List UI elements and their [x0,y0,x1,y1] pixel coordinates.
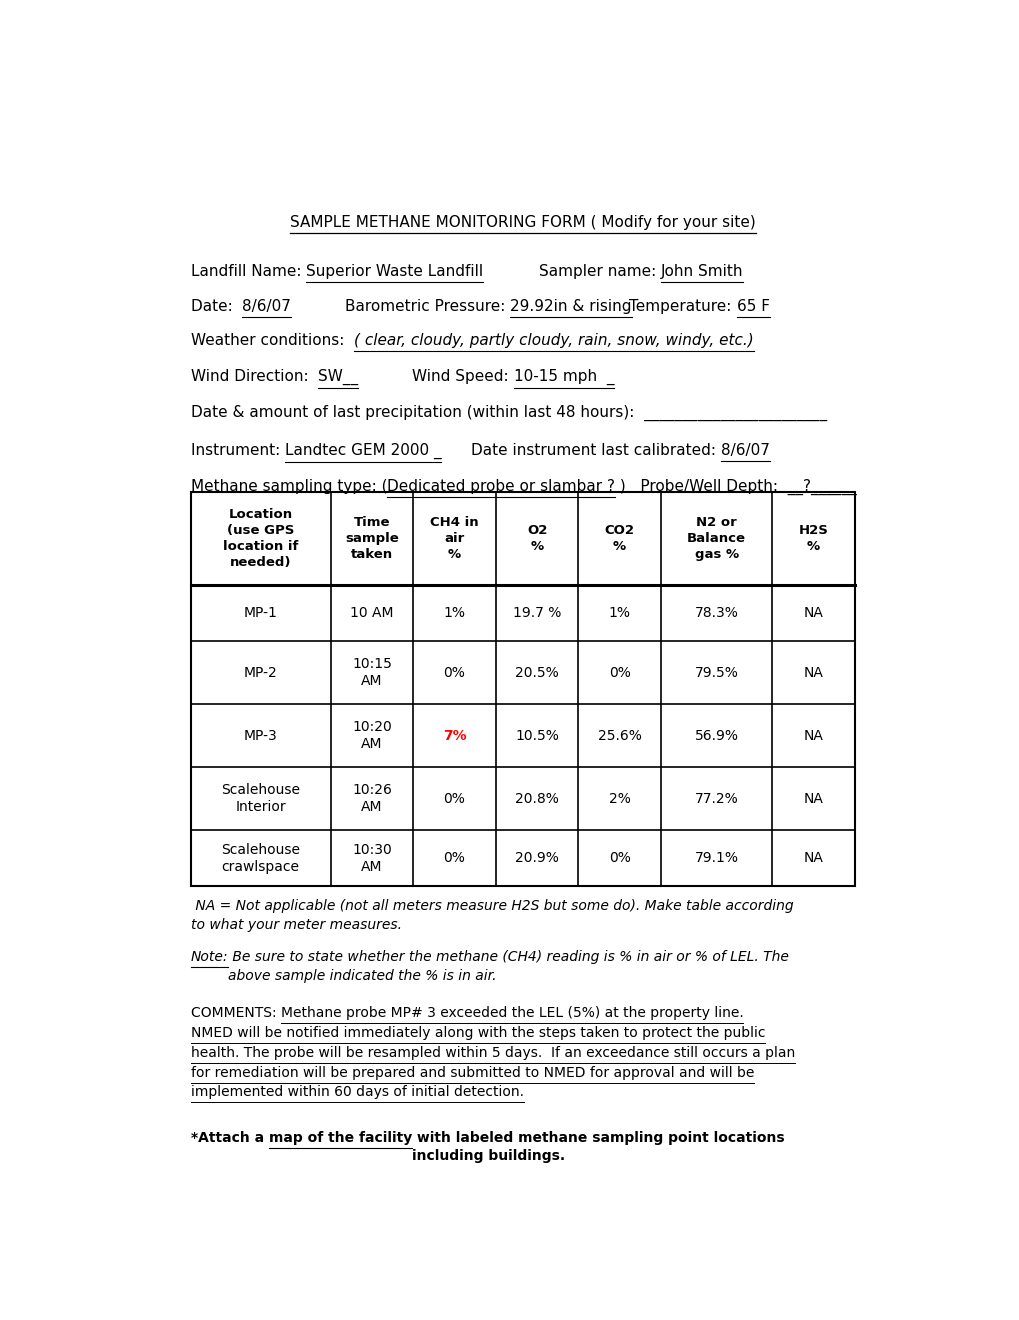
Text: Scalehouse
crawlspace: Scalehouse crawlspace [221,842,300,874]
Text: N2 or
Balance
gas %: N2 or Balance gas % [687,516,745,561]
Text: 19.7 %: 19.7 % [513,606,560,620]
Text: Barometric Pressure:: Barometric Pressure: [344,298,510,314]
Text: 0%: 0% [443,665,465,680]
Text: 10:20
AM: 10:20 AM [352,721,391,751]
Text: for remediation will be prepared and submitted to NMED for approval and will be: for remediation will be prepared and sub… [191,1065,753,1080]
Text: 8/6/07: 8/6/07 [720,444,769,458]
Text: NA: NA [803,851,822,865]
Text: Time
sample
taken: Time sample taken [344,516,398,561]
Text: CH4 in
air
%: CH4 in air % [430,516,478,561]
Text: 0%: 0% [608,851,630,865]
Text: Landtec GEM 2000 _: Landtec GEM 2000 _ [284,444,441,459]
Text: NA: NA [803,729,822,743]
Text: MP-2: MP-2 [244,665,277,680]
Text: CO2
%: CO2 % [604,524,634,553]
Text: NA: NA [803,606,822,620]
Text: 79.1%: 79.1% [694,851,738,865]
Text: H2S
%: H2S % [798,524,827,553]
Text: Superior Waste Landfill: Superior Waste Landfill [306,264,483,279]
Text: 78.3%: 78.3% [694,606,738,620]
Text: Be sure to state whether the methane (CH4) reading is % in air or % of LEL. The
: Be sure to state whether the methane (CH… [228,950,789,982]
Text: Weather conditions:: Weather conditions: [191,333,354,348]
Text: Location
(use GPS
location if
needed): Location (use GPS location if needed) [223,508,299,569]
Text: Sampler name:: Sampler name: [538,264,660,279]
Text: 79.5%: 79.5% [694,665,738,680]
Text: SAMPLE METHANE MONITORING FORM ( Modify for your site): SAMPLE METHANE MONITORING FORM ( Modify … [289,215,755,230]
Text: Methane sampling type: (: Methane sampling type: ( [191,479,387,494]
Text: implemented within 60 days of initial detection.: implemented within 60 days of initial de… [191,1085,523,1100]
Text: 10-15 mph  _: 10-15 mph _ [514,368,613,385]
Text: 10 AM: 10 AM [350,606,393,620]
Text: Wind Speed:: Wind Speed: [412,368,514,384]
Text: 8/6/07: 8/6/07 [242,298,290,314]
Text: COMMENTS:: COMMENTS: [191,1006,280,1020]
Text: Wind Direction:: Wind Direction: [191,368,318,384]
Text: 10:26
AM: 10:26 AM [352,783,391,814]
Text: map of the facility: map of the facility [268,1131,412,1144]
Text: Landfill Name:: Landfill Name: [191,264,306,279]
Text: )   Probe/Well Depth:  __?______: ) Probe/Well Depth: __?______ [614,479,856,495]
Text: 0%: 0% [608,665,630,680]
Text: 10:30
AM: 10:30 AM [352,842,391,874]
Text: Temperature:: Temperature: [629,298,736,314]
Text: NA: NA [803,665,822,680]
Text: NA = Not applicable (not all meters measure H2S but some do). Make table accordi: NA = Not applicable (not all meters meas… [191,899,793,932]
Text: NA: NA [803,792,822,805]
Text: MP-1: MP-1 [244,606,277,620]
Text: 10:15
AM: 10:15 AM [352,657,391,688]
Text: 65 F: 65 F [736,298,769,314]
Text: Methane probe MP# 3 exceeded the LEL (5%) at the property line.: Methane probe MP# 3 exceeded the LEL (5%… [280,1006,743,1020]
Text: Date & amount of last precipitation (within last 48 hours):  ___________________: Date & amount of last precipitation (wit… [191,404,826,421]
Text: Instrument:: Instrument: [191,444,284,458]
Text: John Smith: John Smith [660,264,743,279]
Text: Date:: Date: [191,298,242,314]
Text: health. The probe will be resampled within 5 days.  If an exceedance still occur: health. The probe will be resampled with… [191,1045,794,1060]
Text: 56.9%: 56.9% [694,729,738,743]
Text: 1%: 1% [443,606,465,620]
Text: 20.5%: 20.5% [515,665,558,680]
Text: Dedicated probe or slambar ?: Dedicated probe or slambar ? [387,479,614,494]
Text: MP-3: MP-3 [244,729,277,743]
Text: 0%: 0% [443,792,465,805]
Text: with labeled methane sampling point locations
including buildings.: with labeled methane sampling point loca… [412,1131,784,1163]
Text: Date instrument last calibrated:: Date instrument last calibrated: [471,444,720,458]
Text: 25.6%: 25.6% [597,729,641,743]
Text: 2%: 2% [608,792,630,805]
Text: 77.2%: 77.2% [694,792,738,805]
Text: 10.5%: 10.5% [515,729,558,743]
Text: NMED will be notified immediately along with the steps taken to protect the publ: NMED will be notified immediately along … [191,1026,764,1040]
Text: 0%: 0% [443,851,465,865]
Text: 29.92in & rising: 29.92in & rising [510,298,631,314]
Bar [191,492,854,886]
Text: Scalehouse
Interior: Scalehouse Interior [221,783,300,814]
Text: 20.8%: 20.8% [515,792,558,805]
Text: *Attach a: *Attach a [191,1131,268,1144]
Text: O2
%: O2 % [527,524,547,553]
Text: 7%: 7% [442,729,466,743]
Text: 1%: 1% [608,606,630,620]
Text: Note:: Note: [191,950,228,964]
Text: ( clear, cloudy, partly cloudy, rain, snow, windy, etc.): ( clear, cloudy, partly cloudy, rain, sn… [354,333,753,348]
Text: 20.9%: 20.9% [515,851,558,865]
Text: SW__: SW__ [318,368,358,385]
